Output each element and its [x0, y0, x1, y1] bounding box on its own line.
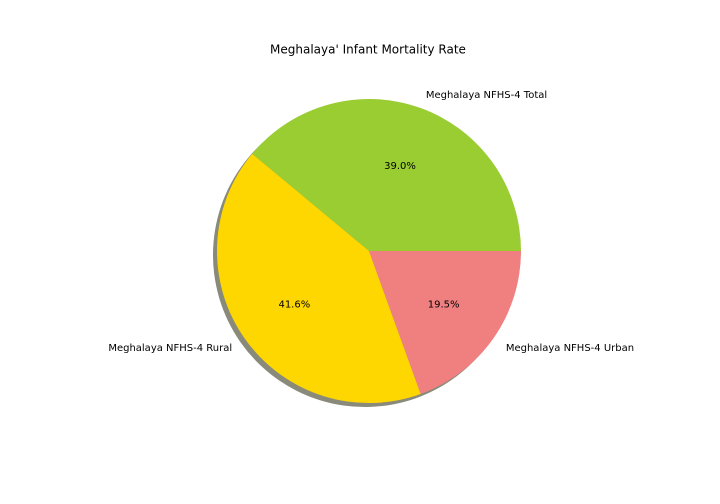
slice-label-meghalaya-nfhs-4-total: Meghalaya NFHS-4 Total — [426, 90, 547, 101]
pie-slice-meghalaya-nfhs-4-rural — [217, 153, 421, 403]
pie-slice-meghalaya-nfhs-4-urban — [369, 251, 521, 394]
pie-labels: Meghalaya NFHS-4 Total 39.0% Meghalaya NFH… — [108, 90, 634, 354]
slice-label-meghalaya-nfhs-4-rural: Meghalaya NFHS-4 Rural — [108, 343, 232, 354]
pie-slice-meghalaya-nfhs-4-total — [252, 99, 522, 251]
chart-title: Meghalaya' Infant Mortality Rate — [270, 43, 466, 57]
pie-slices — [217, 99, 522, 403]
slice-percent-meghalaya-nfhs-4-rural: 41.6% — [278, 299, 310, 310]
slice-percent-meghalaya-nfhs-4-urban: 19.5% — [428, 299, 460, 310]
slice-label-meghalaya-nfhs-4-urban: Meghalaya NFHS-4 Urban — [506, 343, 634, 354]
slice-percent-meghalaya-nfhs-4-total: 39.0% — [384, 161, 416, 172]
